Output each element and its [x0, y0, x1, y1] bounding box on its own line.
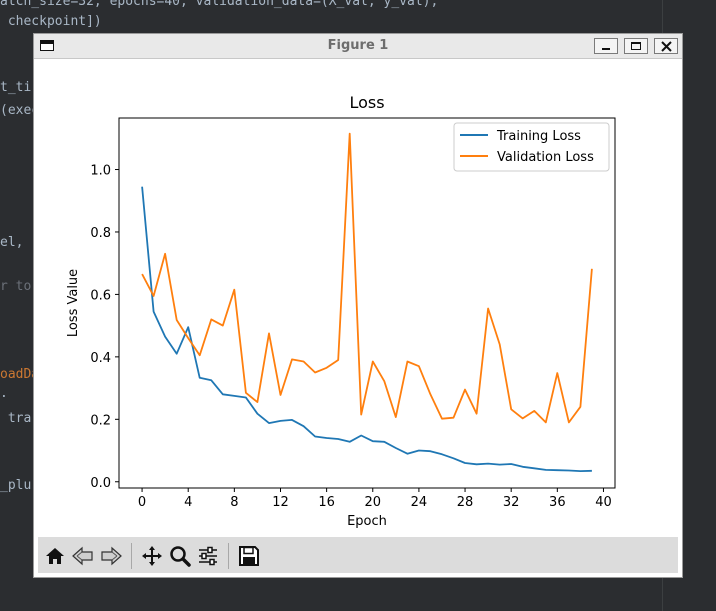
- x-tick-label: 36: [549, 495, 566, 510]
- chart-title: Loss: [349, 93, 384, 112]
- code-line: (exec: [0, 103, 40, 118]
- x-tick-label: 16: [318, 495, 335, 510]
- code-line: tra: [0, 411, 32, 426]
- back-arrow-icon: [72, 546, 93, 566]
- code-line: _plu: [0, 478, 32, 493]
- y-tick-label: 1.0: [90, 164, 111, 179]
- y-axis-label: Loss Value: [66, 269, 81, 337]
- chart-legend: Training Loss Validation Loss: [453, 122, 610, 172]
- zoom-magnifier-icon: [170, 546, 191, 567]
- x-tick-label: 28: [457, 495, 474, 510]
- x-tick-label: 24: [411, 495, 428, 510]
- pan-move-icon: [142, 546, 162, 566]
- code-line: t_ti: [0, 80, 32, 95]
- forward-arrow-icon: [101, 546, 122, 566]
- series-line-training-loss: [141, 186, 592, 473]
- toolbar-separator: [131, 543, 132, 569]
- pan-button[interactable]: [139, 543, 165, 569]
- figure-canvas[interactable]: 0 4 8 12 16 20 24 28 32 36 40 0.0 0.2 0.4 0.6 0.8 1.0 L…: [38, 59, 678, 537]
- window-title: Figure 1: [327, 38, 389, 53]
- y-tick-label: 0.6: [90, 288, 111, 303]
- x-tick-label: 8: [230, 495, 238, 510]
- series-line-validation-loss: [141, 132, 593, 424]
- maximize-button[interactable]: [624, 38, 648, 54]
- subplots-config-icon: [199, 546, 217, 566]
- close-button[interactable]: [654, 38, 678, 54]
- code-line: r to: [0, 279, 32, 294]
- legend-box: [453, 122, 610, 172]
- figure-toolbar: [38, 537, 678, 573]
- x-tick-label: 40: [595, 495, 612, 510]
- code-line: .: [0, 386, 8, 401]
- forward-button[interactable]: [98, 543, 124, 569]
- code-line: checkpoint]): [0, 14, 102, 29]
- close-icon: [661, 41, 672, 52]
- toolbar-separator: [228, 543, 229, 569]
- x-tick-label: 0: [138, 495, 146, 510]
- save-button[interactable]: [236, 543, 262, 569]
- code-line: el,: [0, 235, 32, 250]
- home-button[interactable]: [42, 543, 68, 569]
- x-tick-label: 4: [184, 495, 192, 510]
- y-tick-label: 0.8: [90, 226, 111, 241]
- x-tick-label: 32: [503, 495, 520, 510]
- code-line: atch_size=32, epochs=40, validation_data…: [0, 0, 439, 9]
- x-tick-label: 20: [364, 495, 381, 510]
- y-tick-label: 0.0: [90, 476, 111, 491]
- window-titlebar[interactable]: Figure 1: [34, 34, 682, 59]
- axes-frame: [118, 117, 616, 489]
- x-tick-label: 12: [272, 495, 289, 510]
- y-tick-label: 0.2: [90, 413, 111, 428]
- y-tick-label: 0.4: [90, 351, 111, 366]
- zoom-button[interactable]: [167, 543, 193, 569]
- save-disk-icon: [239, 546, 259, 566]
- home-icon: [46, 548, 64, 564]
- x-axis-label: Epoch: [347, 514, 387, 529]
- code-line: oadDa: [0, 367, 40, 382]
- minimize-button[interactable]: [594, 38, 618, 54]
- legend-label: Training Loss: [496, 129, 581, 144]
- loss-chart: 0 4 8 12 16 20 24 28 32 36 40 0.0 0.2 0.4 0.6 0.8 1.0 L…: [66, 93, 616, 529]
- figure-window: Figure 1 0 4 8 12 16 20 24 28 32 36 40 0.0 0.2 0.4 0.…: [33, 33, 683, 578]
- configure-subplots-button[interactable]: [195, 543, 221, 569]
- legend-label: Validation Loss: [497, 150, 594, 165]
- back-button[interactable]: [70, 543, 96, 569]
- window-app-icon: [40, 40, 54, 51]
